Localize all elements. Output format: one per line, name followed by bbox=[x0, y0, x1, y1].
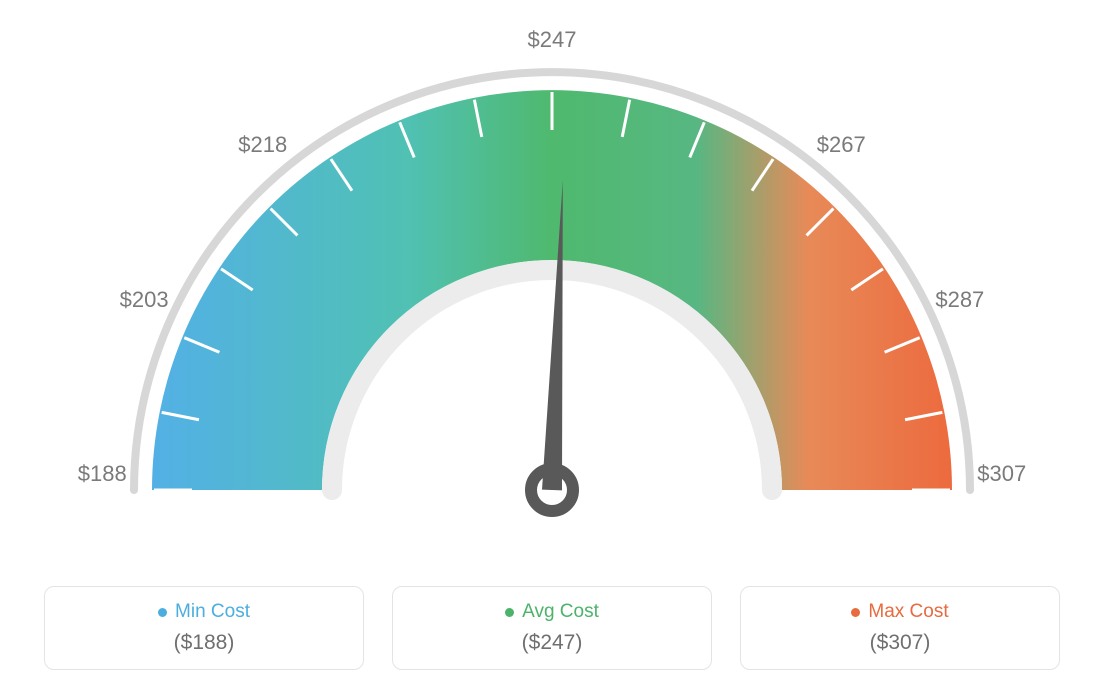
legend-card-avg: Avg Cost ($247) bbox=[392, 586, 712, 670]
gauge-tick-label: $307 bbox=[977, 461, 1026, 487]
legend-title-avg: Avg Cost bbox=[522, 601, 599, 623]
legend-card-max: Max Cost ($307) bbox=[740, 586, 1060, 670]
gauge-tick-label: $218 bbox=[238, 132, 287, 158]
gauge-chart-container: $188 $203 $218 $247 $267 $287 $307 Min Cost ($… bbox=[0, 0, 1104, 690]
gauge-area: $188 $203 $218 $247 $267 $287 $307 bbox=[0, 0, 1104, 560]
legend-row: Min Cost ($188) Avg Cost ($247) Max Cost… bbox=[0, 586, 1104, 670]
gauge-tick-label: $203 bbox=[120, 287, 169, 313]
legend-dot-avg bbox=[505, 608, 514, 617]
legend-title-min: Min Cost bbox=[175, 601, 250, 623]
gauge-tick-label: $287 bbox=[935, 287, 984, 313]
legend-dot-max bbox=[851, 608, 860, 617]
gauge-tick-label: $267 bbox=[817, 132, 866, 158]
legend-card-min: Min Cost ($188) bbox=[44, 586, 364, 670]
gauge-tick-label: $188 bbox=[78, 461, 127, 487]
gauge-tick-label: $247 bbox=[528, 27, 577, 53]
legend-title-max: Max Cost bbox=[868, 601, 948, 623]
legend-value-min: ($188) bbox=[174, 631, 235, 655]
gauge-svg bbox=[0, 0, 1104, 560]
legend-dot-min bbox=[158, 608, 167, 617]
legend-value-max: ($307) bbox=[870, 631, 931, 655]
legend-value-avg: ($247) bbox=[522, 631, 583, 655]
